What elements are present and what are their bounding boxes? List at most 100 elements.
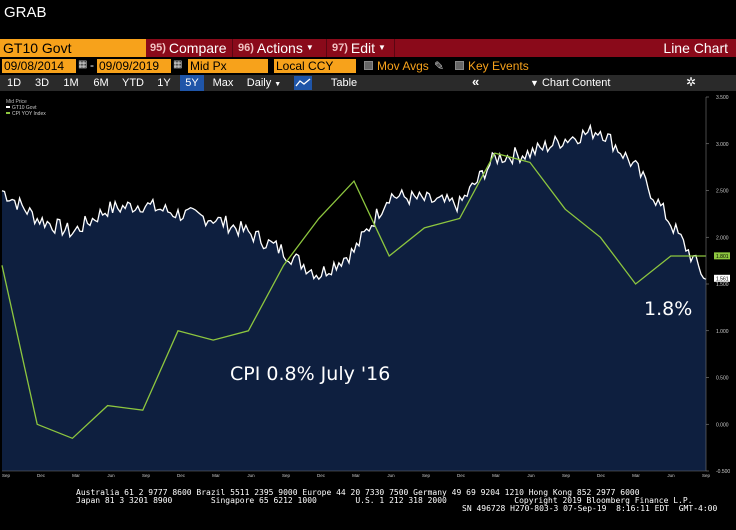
x-axis-month-label: Sep — [282, 473, 291, 478]
line-chart-icon[interactable] — [294, 76, 312, 90]
cpi-series-line — [1, 152, 706, 440]
edit-button[interactable]: 97) Edit ▼ — [332, 39, 386, 57]
edit-number: 97) — [332, 42, 348, 54]
start-date-field[interactable]: 09/08/2014 — [2, 59, 76, 73]
compare-button[interactable]: 95) Compare — [150, 39, 227, 57]
x-axis-month-label: Jun — [247, 473, 255, 478]
edit-label: Edit — [350, 40, 376, 56]
last-value-label: 1.801 — [716, 254, 729, 260]
right-axis-tick-label: 3.000 — [716, 142, 729, 148]
mov-avgs-checkbox[interactable] — [364, 61, 373, 70]
legend-swatch-cpi — [6, 112, 10, 114]
mov-avgs-label[interactable]: Mov Avgs — [377, 59, 429, 73]
frequency-label: Daily — [246, 77, 272, 89]
range-5y[interactable]: 5Y — [180, 75, 204, 91]
x-axis-month-label: Sep — [702, 473, 711, 478]
x-axis-year-label: 2014 — [15, 480, 26, 481]
x-axis-month-label: Sep — [562, 473, 571, 478]
footer-line-1: Australia 61 2 9777 8600 Brazil 5511 239… — [76, 488, 640, 497]
x-axis-year-label: 2019 — [625, 480, 636, 481]
chart-svg: 3.500 3.000 2.500 2.000 1.500 1.000 0.500 0.000… — [0, 91, 736, 481]
key-events-checkbox[interactable] — [455, 61, 464, 70]
compare-number: 95) — [150, 42, 166, 54]
x-axis-month-label: Jun — [107, 473, 115, 478]
pencil-icon[interactable]: ✎ — [434, 59, 445, 73]
currency-select[interactable]: Local CCY — [274, 59, 356, 73]
x-axis-month-label: Dec — [457, 473, 466, 478]
x-axis-month-label: Dec — [317, 473, 326, 478]
chevron-down-icon: ▼ — [378, 43, 386, 52]
right-axis-tick-label: 1.500 — [716, 282, 729, 288]
date-range-dash: - — [90, 58, 94, 72]
title-bar: GRAB — [0, 0, 736, 38]
x-axis-month-label: Dec — [597, 473, 606, 478]
right-axis-tick-label: 0.500 — [716, 376, 729, 382]
last-value-label: 1.561 — [716, 276, 729, 282]
legend-header: Mid Price — [6, 99, 27, 105]
chevron-down-icon: ▼ — [530, 78, 539, 88]
x-axis-month-label: Sep — [142, 473, 151, 478]
actions-number: 96) — [238, 42, 254, 54]
x-axis-year-label: 2015 — [137, 480, 148, 481]
x-axis-month-label: Sep — [2, 473, 11, 478]
right-axis-tick-label: 0.000 — [716, 422, 729, 428]
chart-content-label: Chart Content — [541, 77, 611, 89]
right-axis-tick-label: 2.000 — [716, 235, 729, 241]
range-max[interactable]: Max — [212, 77, 234, 89]
annotation-cpi-last: 1.8% — [644, 298, 692, 320]
annotation-cpi-low: CPI 0.8% July '16 — [230, 363, 390, 385]
divider — [232, 39, 233, 57]
chart-content-button[interactable]: ▼ Chart Content — [530, 75, 610, 91]
right-axis-tick-label: -0.500 — [716, 469, 730, 475]
legend-swatch-gt10 — [6, 106, 10, 108]
x-axis-month-label: Jun — [667, 473, 675, 478]
range-3d[interactable]: 3D — [34, 77, 50, 89]
x-axis-month-label: Mar — [212, 473, 220, 478]
range-ytd[interactable]: YTD — [122, 77, 144, 89]
frequency-select[interactable]: Daily ▼ — [242, 75, 286, 91]
last-value-tag — [714, 274, 730, 282]
chart-legend: Mid Price GT10 Govt CPI YOY Index — [6, 99, 46, 117]
key-events-label[interactable]: Key Events — [468, 59, 529, 73]
footer: Australia 61 2 9777 8600 Brazil 5511 239… — [0, 484, 736, 530]
gt10-series-line — [1, 123, 707, 281]
price-field-select[interactable]: Mid Px — [188, 59, 268, 73]
last-value-tag — [714, 252, 730, 260]
range-6m[interactable]: 6M — [93, 77, 109, 89]
actions-label: Actions — [256, 40, 303, 56]
window-title: GRAB — [4, 4, 47, 21]
x-axis-month-label: Dec — [37, 473, 46, 478]
compare-label: Compare — [168, 40, 227, 56]
chevron-down-icon: ▼ — [305, 43, 314, 52]
right-axis-tick-label: 1.000 — [716, 329, 729, 335]
footer-line-3: SN 496728 H270-803-3 07-Sep-19 8:16:11 E… — [462, 504, 718, 513]
calendar-icon[interactable]: ▦ — [78, 59, 88, 70]
range-1m[interactable]: 1M — [63, 77, 79, 89]
range-1d[interactable]: 1D — [6, 77, 22, 89]
divider — [326, 39, 327, 57]
end-date-field[interactable]: 09/09/2019 — [97, 59, 171, 73]
footer-line-2: Japan 81 3 3201 8900 Singapore 65 6212 1… — [76, 496, 693, 505]
x-axis-month-label: Jun — [527, 473, 535, 478]
legend-entry-gt10: GT10 Govt — [12, 105, 37, 111]
x-axis-month-label: Jun — [387, 473, 395, 478]
range-1y[interactable]: 1Y — [157, 77, 171, 89]
gear-icon[interactable]: ✲ — [686, 75, 697, 89]
x-axis-month-label: Mar — [72, 473, 80, 478]
chart-area[interactable]: 3.500 3.000 2.500 2.000 1.500 1.000 0.500 0.000… — [0, 91, 736, 481]
calendar-icon[interactable]: ▦ — [173, 59, 183, 70]
x-axis-month-label: Mar — [352, 473, 360, 478]
x-axis-year-label: 2017 — [381, 480, 392, 481]
collapse-icon[interactable]: « — [472, 74, 480, 89]
x-axis-month-label: Sep — [422, 473, 431, 478]
x-axis-month-label: Mar — [492, 473, 500, 478]
command-bar — [0, 39, 736, 57]
view-title: Line Chart — [663, 40, 728, 56]
chevron-down-icon: ▼ — [274, 81, 282, 88]
x-axis-month-label: Mar — [632, 473, 640, 478]
table-button[interactable]: Table — [330, 77, 358, 89]
actions-button[interactable]: 96) Actions ▼ — [238, 39, 314, 57]
x-axis-year-label: 2016 — [259, 480, 270, 481]
security-field[interactable]: GT10 Govt — [0, 39, 146, 57]
